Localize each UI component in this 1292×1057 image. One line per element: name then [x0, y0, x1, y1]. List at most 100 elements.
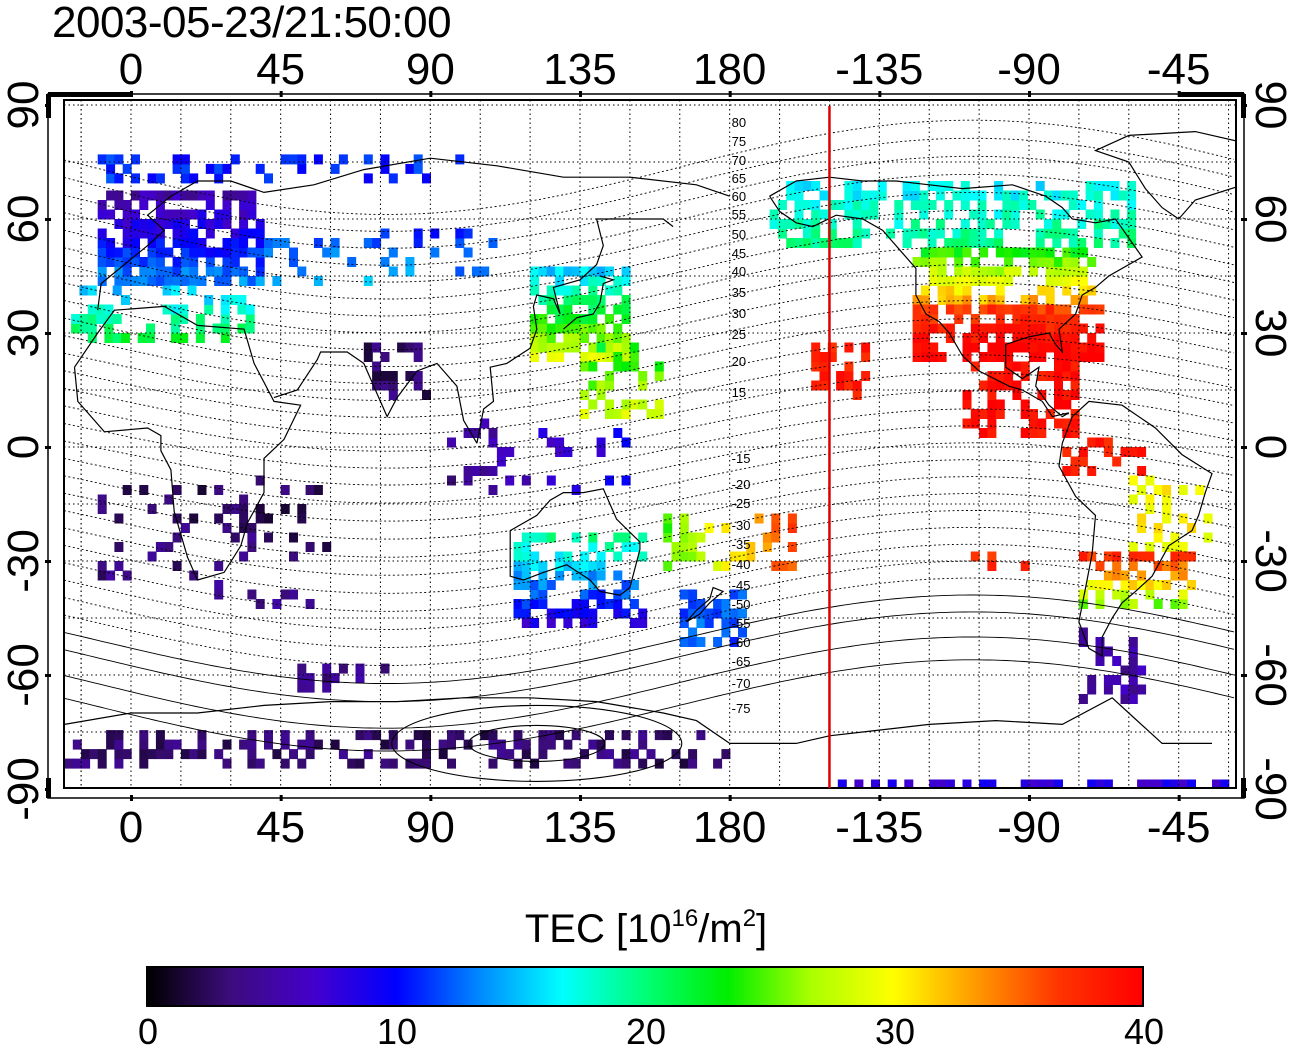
tec-cell: [222, 247, 232, 258]
tec-cell: [580, 561, 589, 571]
tec-cell: [1037, 314, 1047, 324]
tec-cell: [844, 181, 854, 191]
tec-cell: [729, 618, 739, 628]
tec-cell: [1037, 418, 1047, 429]
tec-cell: [197, 730, 207, 741]
tec-cell: [97, 266, 107, 277]
tec-cell: [1029, 409, 1038, 419]
tec-cell: [977, 190, 987, 201]
tec-cell: [987, 779, 997, 788]
tec-cell: [239, 739, 249, 750]
tec-cell: [920, 352, 930, 362]
tec-cell: [488, 238, 498, 248]
tec-cell: [1020, 561, 1030, 571]
longitude-labels-bottom: 0 45 90 135 180 -135 -90 -45: [119, 803, 1211, 852]
tec-cell: [605, 380, 614, 391]
tec-cell: [852, 219, 862, 229]
tec-cell: [372, 238, 382, 248]
tec-cell: [654, 361, 664, 372]
tec-cell: [147, 190, 157, 201]
tec-cell: [663, 561, 673, 571]
tec-cell: [480, 266, 490, 277]
tec-cell: [596, 570, 606, 581]
tec-cell: [197, 276, 207, 286]
tec-cell: [247, 523, 257, 533]
tec-cell: [222, 163, 232, 174]
tec-cell: [613, 285, 623, 296]
tec-cell: [122, 276, 132, 286]
colorbar-tick-0: 0: [137, 1011, 159, 1052]
tec-cell: [79, 323, 89, 334]
tec-cell: [613, 551, 623, 562]
tec-cell: [214, 276, 224, 286]
tec-cell: [372, 371, 382, 381]
tec-cell: [121, 295, 130, 305]
tec-cell: [1102, 219, 1112, 229]
contour-line: [64, 577, 1235, 666]
tec-cell: [954, 285, 964, 296]
tec-cell: [861, 190, 871, 201]
tec-cell: [861, 228, 871, 239]
tec-cell: [297, 663, 307, 674]
coastline: [685, 586, 725, 623]
tec-cell: [1120, 570, 1130, 581]
tec-cell: [222, 276, 232, 286]
tec-cell: [197, 209, 207, 220]
tec-cell: [180, 749, 190, 760]
tec-cell: [1128, 599, 1138, 609]
tec-cell: [962, 247, 972, 258]
tec-cell: [247, 542, 257, 552]
tec-cell: [910, 228, 920, 239]
tec-cell: [563, 739, 573, 750]
tec-cell: [995, 352, 1005, 362]
tec-cell: [580, 276, 589, 286]
tec-cell: [1062, 390, 1072, 400]
tec-cell: [1077, 200, 1087, 210]
tec-cell: [1045, 266, 1055, 277]
tec-cell: [247, 730, 257, 741]
tec-cell: [555, 561, 565, 571]
tec-cell: [155, 730, 165, 741]
tec-cell: [255, 504, 265, 514]
contour-line: [64, 119, 1235, 215]
tec-cell: [405, 739, 415, 750]
tec-cell: [910, 190, 920, 201]
tec-cell: [987, 323, 997, 334]
tec-cell: [197, 190, 207, 201]
contour-line: [64, 300, 1235, 384]
tec-cell: [97, 209, 107, 220]
tec-cell: [1045, 371, 1055, 381]
tec-cell: [1029, 333, 1038, 343]
tec-cell: [1093, 228, 1103, 239]
tec-cell: [1137, 513, 1147, 524]
tec-cell: [1103, 437, 1113, 448]
tec-cell: [721, 608, 731, 619]
tec-cell: [1035, 209, 1045, 220]
tec-cell: [338, 154, 348, 165]
tec-cell: [1052, 219, 1062, 229]
tec-cell: [422, 390, 431, 400]
frame-tick: [1241, 446, 1247, 449]
tec-cell: [164, 266, 174, 277]
tec-cell: [1037, 333, 1047, 343]
tec-cell: [1045, 342, 1055, 353]
tec-cell: [97, 154, 107, 165]
tec-cell: [521, 618, 531, 628]
tec-cell: [1127, 228, 1137, 239]
tec-cell: [1170, 561, 1180, 571]
tec-cell: [811, 200, 821, 210]
tec-cell: [1027, 200, 1037, 210]
tec-cell: [995, 314, 1005, 324]
tec-cell: [305, 673, 315, 684]
tec-cell: [621, 342, 631, 353]
frame-tick: [1177, 795, 1181, 801]
tec-cell: [1103, 447, 1113, 457]
tec-cell: [546, 333, 556, 343]
tec-cell: [122, 228, 132, 239]
tec-cell: [239, 247, 249, 258]
tec-cell: [671, 551, 681, 562]
tec-cell: [995, 276, 1005, 286]
tec-cell: [195, 323, 205, 334]
tec-cell: [1062, 333, 1072, 343]
frame-tick: [1028, 91, 1032, 97]
